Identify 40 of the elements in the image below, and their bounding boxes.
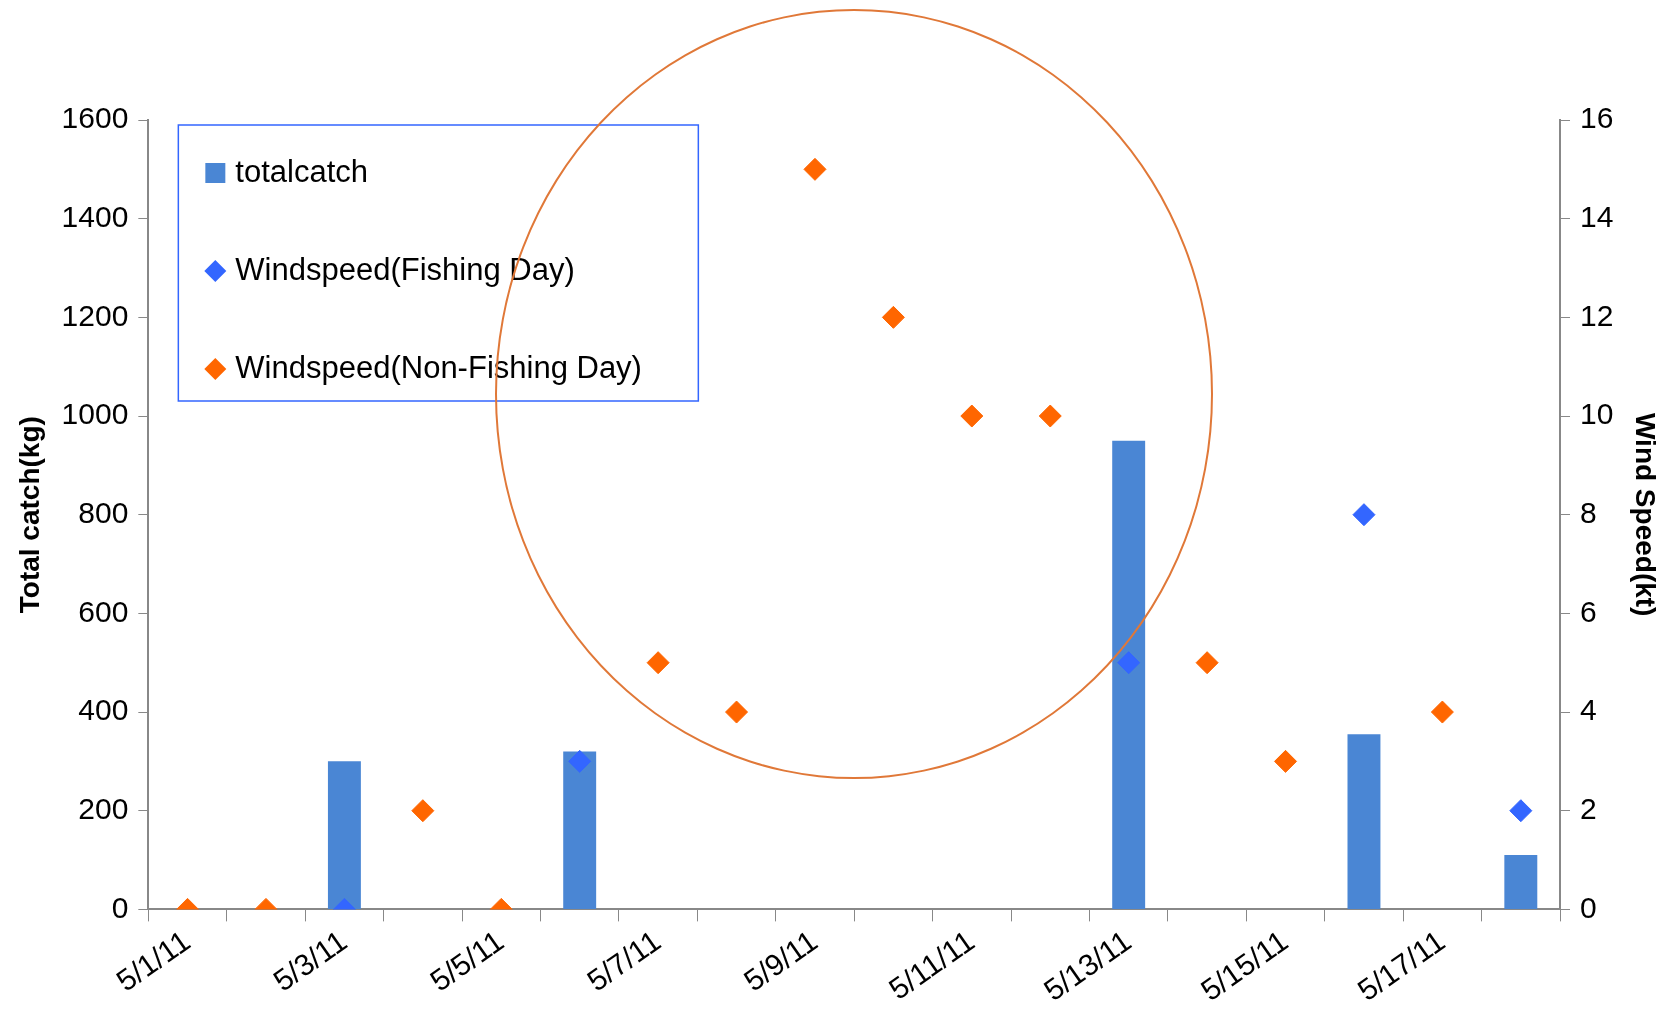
y2-axis-title: Wind Speed(kt) <box>1630 412 1662 617</box>
y-axis-title: Total catch(kg) <box>13 416 45 614</box>
y-tick-label: 200 <box>78 791 129 825</box>
y2-tick-label: 0 <box>1580 890 1597 924</box>
y2-tick-label: 4 <box>1580 693 1597 727</box>
y2-tick-label: 2 <box>1580 791 1597 825</box>
bar <box>1504 855 1538 909</box>
y2-tick-label: 16 <box>1580 101 1614 135</box>
y-tick-label: 1000 <box>61 397 129 431</box>
bar <box>563 751 597 909</box>
legend-label: totalcatch <box>235 153 369 189</box>
point <box>1509 799 1533 823</box>
y2-tick-label: 6 <box>1580 594 1597 628</box>
y-tick-label: 1200 <box>61 298 129 332</box>
y2-tick-label: 12 <box>1580 298 1614 332</box>
y-tick-label: 600 <box>78 594 129 628</box>
y2-tick-label: 8 <box>1580 495 1597 529</box>
y-tick-label: 0 <box>111 890 129 924</box>
point <box>411 799 435 823</box>
point <box>646 651 670 675</box>
y2-tick-label: 14 <box>1580 199 1614 233</box>
bar <box>1347 734 1381 909</box>
point <box>803 157 827 181</box>
point <box>1117 651 1141 675</box>
bar <box>1112 440 1146 909</box>
bar <box>327 761 361 909</box>
point <box>1195 651 1219 675</box>
point <box>1274 749 1298 773</box>
point <box>1038 404 1062 428</box>
point <box>960 404 984 428</box>
point <box>1352 503 1376 527</box>
point <box>568 749 592 773</box>
y-tick-label: 1600 <box>61 101 129 135</box>
point <box>1430 700 1454 724</box>
y-tick-label: 800 <box>78 495 129 529</box>
point <box>881 305 905 329</box>
point <box>725 700 749 724</box>
y-tick-label: 400 <box>78 693 129 727</box>
y2-tick-label: 10 <box>1580 397 1614 431</box>
y-tick-label: 1400 <box>61 199 129 233</box>
